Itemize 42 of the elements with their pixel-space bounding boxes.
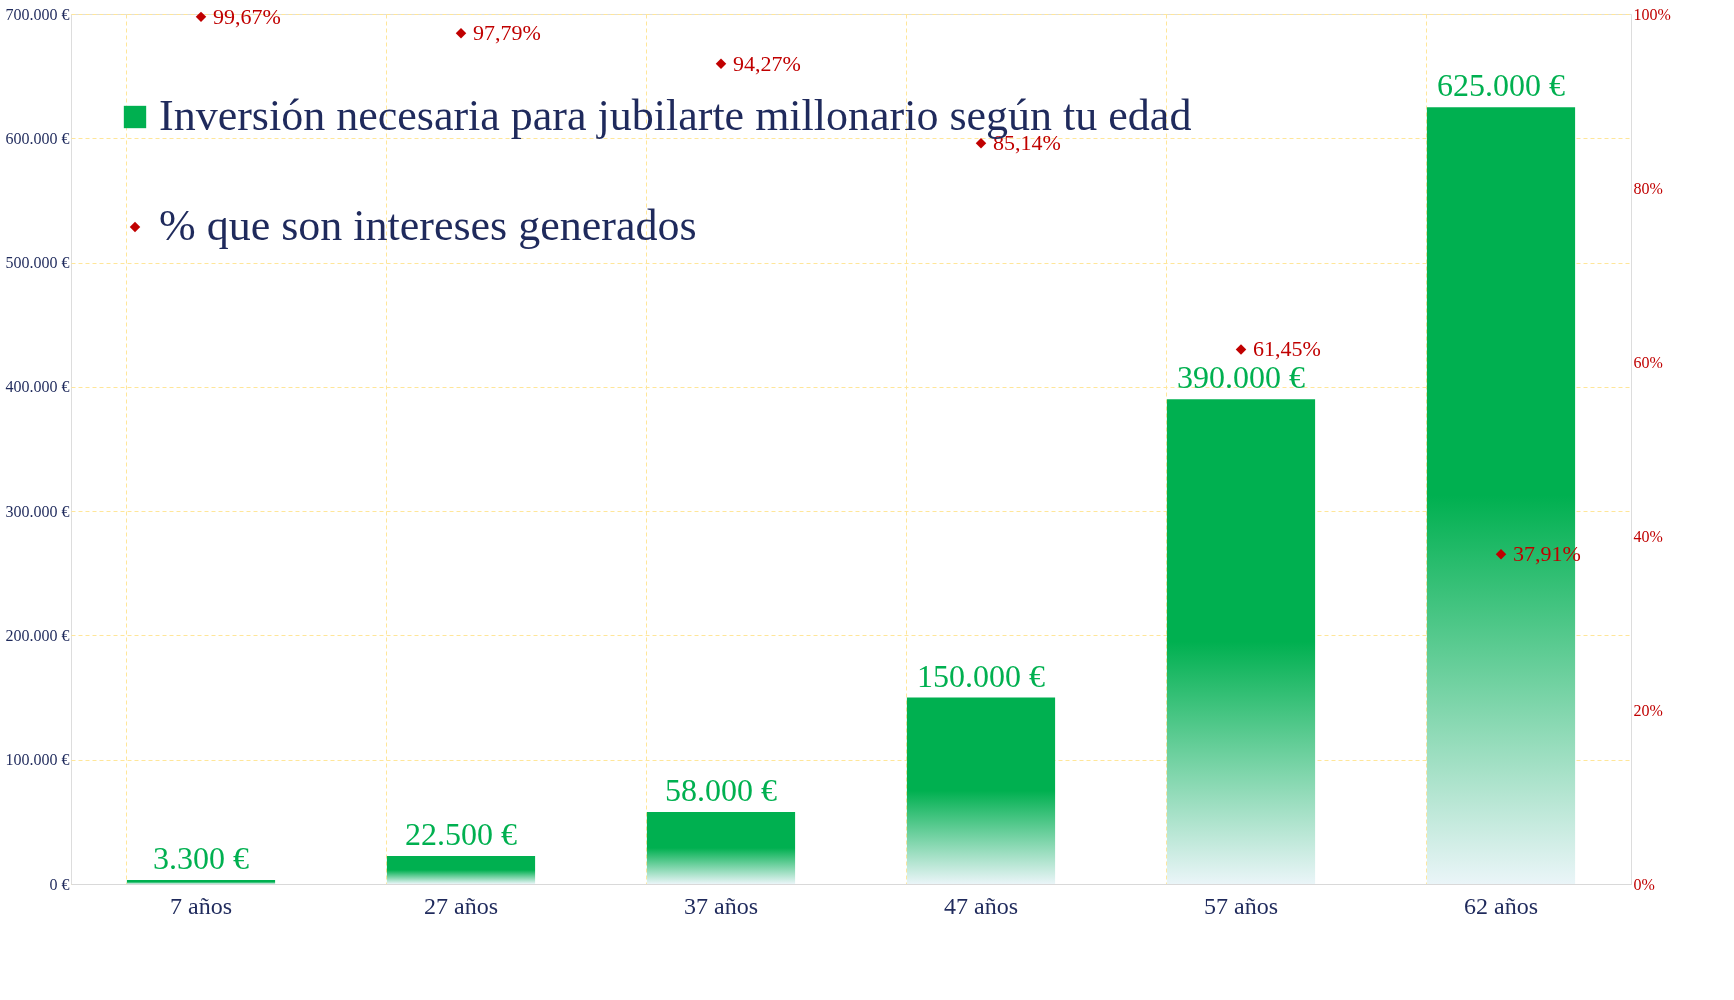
point: [975, 138, 987, 149]
y2-tick-label: 80%: [1633, 179, 1663, 197]
data-label: 94,27%: [733, 50, 801, 76]
y2-tick-label: 100%: [1633, 5, 1671, 23]
data-label: 58.000 €: [665, 771, 777, 808]
x-tick-label: 62 años: [1464, 892, 1538, 919]
bar: [386, 856, 536, 884]
x-tick-label: 27 años: [424, 892, 498, 919]
y2-tick-label: 0%: [1633, 875, 1655, 893]
point: [455, 27, 467, 39]
point: [1495, 548, 1507, 560]
bar: [126, 879, 276, 884]
y2-tick-label: 20%: [1633, 701, 1663, 719]
data-label: 22.500 €: [405, 816, 517, 853]
y-tick-label: 500.000 €: [5, 254, 70, 272]
y-tick-label: 300.000 €: [5, 502, 70, 520]
y-tick-label: 400.000 €: [5, 378, 70, 396]
bar: [1166, 399, 1316, 884]
x-tick-label: 57 años: [1204, 892, 1278, 919]
data-label: 61,45%: [1253, 336, 1321, 362]
x-tick-label: 7 años: [170, 892, 232, 919]
y-tick-label: 100.000 €: [5, 751, 70, 769]
data-label: 97,79%: [473, 20, 541, 46]
y-tick-label: 0 €: [49, 875, 70, 893]
y-tick-label: 200.000 €: [5, 626, 70, 644]
y2-tick-label: 40%: [1633, 527, 1663, 545]
point: [1235, 344, 1247, 355]
data-label: 150.000 €: [917, 657, 1045, 694]
data-label: 99,67%: [213, 3, 281, 29]
point: [195, 11, 207, 23]
data-label: 3.300 €: [153, 839, 249, 876]
y-tick-label: 600.000 €: [5, 129, 70, 147]
bar: [646, 811, 796, 884]
legend-label: % que son intereses generados: [159, 201, 697, 250]
y2-tick-label: 60%: [1633, 353, 1663, 371]
data-label: 625.000 €: [1437, 67, 1565, 104]
y-tick-label: 700.000 €: [5, 5, 70, 23]
bar: [906, 697, 1056, 884]
point: [715, 58, 727, 70]
data-label: 390.000 €: [1177, 359, 1305, 396]
x-tick-label: 37 años: [684, 892, 758, 919]
x-tick-label: 47 años: [944, 892, 1018, 919]
